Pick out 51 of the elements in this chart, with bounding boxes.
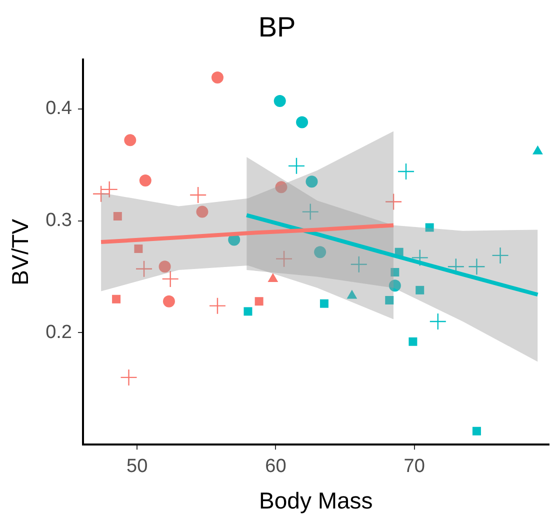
point — [275, 181, 288, 194]
point — [296, 116, 308, 128]
point — [302, 203, 319, 220]
point — [134, 244, 143, 253]
point — [468, 258, 486, 276]
point — [390, 268, 400, 276]
y-tick-label: 0.4 — [46, 98, 72, 120]
point — [124, 134, 136, 146]
y-axis-title: BV/TV — [7, 218, 34, 286]
chart-title: BP — [258, 12, 296, 43]
point — [472, 426, 481, 436]
point — [211, 72, 224, 84]
x-tick-label: 70 — [404, 456, 425, 478]
point — [208, 297, 226, 314]
point — [384, 193, 402, 210]
point — [244, 307, 252, 316]
point — [385, 296, 394, 304]
point — [274, 95, 286, 108]
point — [388, 280, 401, 292]
point — [397, 162, 415, 180]
point — [411, 249, 428, 266]
point — [120, 368, 138, 386]
point — [92, 185, 110, 203]
point — [275, 250, 293, 268]
y-tick-label: 0.2 — [46, 322, 72, 343]
point — [416, 286, 424, 294]
point — [189, 186, 207, 204]
point — [196, 206, 208, 218]
point — [158, 260, 171, 273]
point — [314, 246, 326, 258]
y-tick-label: 0.3 — [46, 210, 72, 231]
point — [429, 312, 446, 330]
x-tick-label: 50 — [126, 456, 148, 478]
x-axis-title: Body Mass — [259, 488, 373, 514]
point — [254, 297, 264, 306]
point — [112, 294, 121, 304]
point — [139, 174, 152, 186]
point — [492, 246, 509, 264]
point — [320, 299, 328, 308]
x-tick-label: 60 — [265, 456, 286, 478]
point — [288, 157, 306, 175]
point — [135, 260, 153, 278]
point — [350, 256, 368, 274]
point — [306, 176, 318, 188]
point — [425, 223, 434, 232]
point — [346, 290, 358, 299]
point — [113, 212, 122, 221]
point — [100, 180, 118, 198]
point — [408, 337, 418, 346]
point — [162, 270, 179, 288]
point — [162, 295, 175, 308]
